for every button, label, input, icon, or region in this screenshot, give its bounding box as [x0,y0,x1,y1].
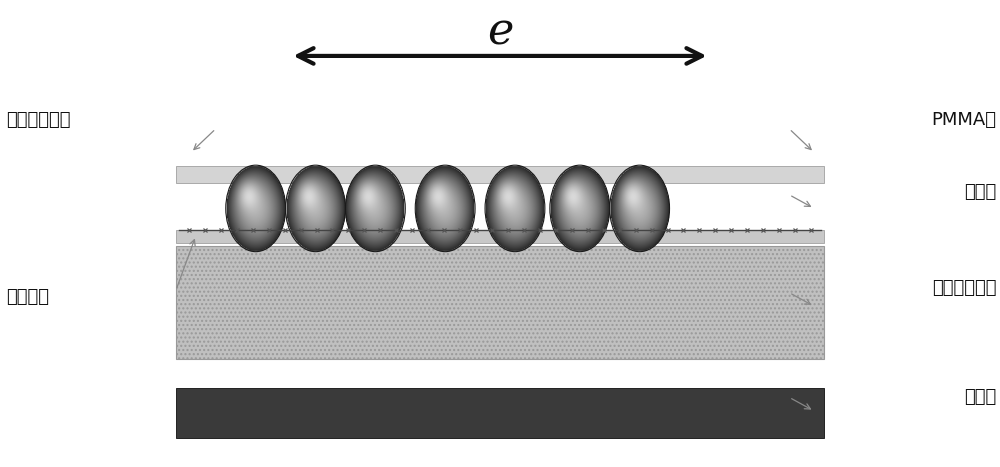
Text: 染料分子: 染料分子 [6,288,49,306]
Text: 背电极: 背电极 [964,389,997,406]
Bar [176,246,824,359]
Text: 宽禁带半导体: 宽禁带半导体 [932,279,997,297]
Text: 石墨烯: 石墨烯 [964,184,997,201]
Bar [176,388,824,439]
Text: PMMA膜: PMMA膜 [932,111,997,128]
Bar [176,230,824,242]
Text: 金属纳米颗粒: 金属纳米颗粒 [6,111,71,128]
Text: e: e [487,10,513,54]
Bar [176,166,824,184]
